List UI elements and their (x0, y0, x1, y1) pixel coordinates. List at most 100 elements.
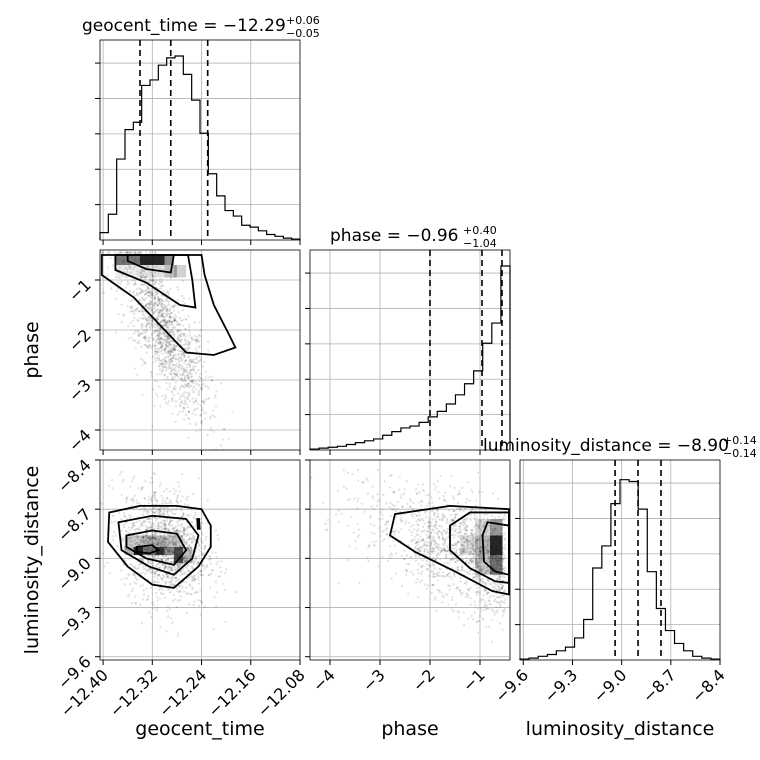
sample-point (164, 347, 167, 350)
density-contour (107, 505, 212, 589)
sample-point (171, 569, 174, 572)
sample-point (181, 568, 185, 571)
sample-point (161, 345, 164, 348)
sample-point (155, 499, 158, 502)
sample-point (158, 327, 162, 330)
sample-point (486, 544, 489, 547)
sample-point (110, 257, 113, 260)
sample-point (189, 384, 193, 387)
sample-point (176, 321, 179, 325)
sample-point (188, 386, 191, 389)
sample-point (405, 520, 408, 523)
sample-point (373, 524, 376, 527)
sample-point (147, 294, 150, 298)
sample-point (155, 301, 159, 304)
sample-point (192, 366, 195, 369)
sample-point (173, 345, 176, 349)
sample-point (469, 569, 472, 572)
sample-point (128, 266, 131, 269)
sample-point (155, 340, 158, 343)
sample-point (190, 375, 193, 378)
sample-point (219, 570, 223, 573)
sample-point (168, 337, 171, 340)
sample-point (437, 530, 440, 533)
sample-point (390, 473, 393, 477)
y-axis-label-phase: phase (21, 321, 43, 378)
sample-point (151, 522, 154, 525)
sample-point (172, 527, 175, 530)
sample-point (496, 588, 499, 591)
sample-point (502, 579, 505, 582)
sample-point (145, 292, 149, 295)
sample-point (187, 343, 190, 346)
density-cell (164, 546, 174, 556)
sample-point (181, 319, 184, 322)
sample-point (152, 388, 155, 391)
sample-point (152, 355, 155, 358)
sample-point (141, 276, 144, 280)
sample-point (131, 319, 135, 322)
sample-point (162, 522, 165, 525)
sample-point (401, 505, 404, 508)
sample-point (447, 584, 450, 587)
sample-point (175, 563, 178, 566)
sample-point (172, 309, 175, 312)
sample-point (177, 531, 180, 535)
sample-point (155, 318, 159, 321)
sample-point (201, 573, 205, 577)
sample-point (171, 539, 175, 542)
sample-point (461, 521, 464, 524)
sample-point (429, 544, 432, 547)
sample-point (170, 583, 173, 586)
sample-point (145, 535, 149, 538)
sample-point (434, 485, 437, 488)
sample-point (183, 346, 186, 350)
sample-point (149, 303, 152, 306)
sample-point (174, 400, 177, 403)
sample-point (154, 571, 157, 574)
sample-point (480, 546, 483, 550)
sample-point (200, 531, 203, 534)
sample-point (156, 334, 160, 337)
sample-point (115, 297, 118, 300)
sample-point (432, 505, 435, 508)
sample-point (442, 571, 445, 574)
sample-point (179, 335, 182, 338)
sample-point (156, 292, 159, 295)
sample-point (155, 304, 158, 307)
sample-point (429, 531, 432, 534)
sample-point (161, 512, 164, 515)
sample-point (444, 575, 447, 578)
sample-point (168, 366, 171, 369)
sample-point (185, 592, 188, 595)
sample-point (356, 507, 359, 510)
sample-point (478, 579, 481, 582)
sample-point (163, 522, 167, 525)
sample-point (144, 339, 148, 342)
sample-point (156, 543, 159, 546)
sample-point (163, 358, 166, 361)
sample-point (434, 522, 438, 526)
sample-point (481, 554, 484, 557)
sample-point (433, 512, 436, 515)
sample-point (173, 584, 176, 587)
sample-point (478, 550, 482, 554)
sample-point (155, 329, 159, 332)
sample-point (475, 516, 478, 520)
panel-distance-vs-phase: −4 −3 −2 −1 (305, 459, 511, 696)
sample-point (125, 251, 128, 254)
sample-point (173, 541, 177, 544)
sample-point (193, 321, 196, 324)
sample-point (458, 548, 461, 551)
sample-point (159, 510, 162, 513)
sample-point (131, 522, 134, 525)
sample-point (397, 531, 401, 534)
sample-point (159, 373, 162, 376)
sample-point (158, 364, 161, 367)
sample-point (195, 339, 199, 342)
sample-point (153, 302, 156, 305)
sample-point (155, 575, 158, 578)
sample-point (166, 558, 170, 561)
sample-point (202, 400, 205, 404)
sample-point (187, 376, 190, 379)
